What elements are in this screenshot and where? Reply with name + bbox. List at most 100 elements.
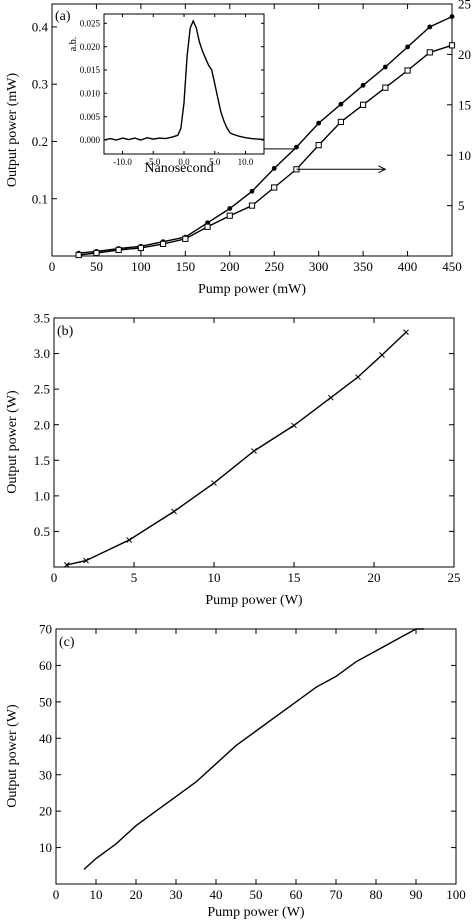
panel-a-x-tick-label: 250 [264,259,284,274]
panel-c-x-tick-label: 70 [330,887,343,902]
panel-a-frame [51,3,453,257]
series-square-point [360,101,367,108]
inset-y-tick-label: 0.015 [80,65,101,75]
panel-b-x-tick-label: 15 [288,570,301,585]
panel-c: (c) 0 10 20 30 40 50 60 70 80 90 100 10 20 30 40 50 60 7… [5,622,466,920]
series-dot-point [449,14,455,19]
series-square-point [337,118,344,126]
panel-b-y-ticks: 0.5 1.0 1.5 2.0 2.5 3.0 3.5 [34,311,454,539]
panel-b-x-tick-label: 20 [368,570,381,585]
panel-a-y-ticks: 0.1 0.2 0.3 0.4 [32,19,57,206]
panel-c-x-tick-label: 60 [290,887,303,902]
panel-a-y2-tick-label: 15 [458,97,471,112]
series-dot-point [405,44,410,50]
inset-y-tick-label: 0.020 [80,42,101,52]
panel-c-y-tick-label: 70 [39,622,52,637]
inset-x-tick-label: -5.0 [146,157,161,167]
series-dot-point [427,24,433,30]
panel-a-series [75,14,456,259]
panel-a-y2-ticks: 5 10 15 20 25 [447,0,471,213]
panel-c-y-tick-label: 40 [39,731,52,746]
panel-b-x-tick-label: 25 [448,570,461,585]
panel-a-x-tick-label: 400 [398,259,418,274]
series-square-point [115,246,122,254]
panel-a-x-tick-label: 300 [309,259,329,274]
panel-b-cross-marker [379,352,385,358]
inset-y-tick-label: 0.000 [80,135,101,145]
series-dot-point [271,165,277,171]
panel-b: (b) 0 5 10 15 20 25 0.5 1.0 1.5 2.0 2.5 3.0 3.5 Pum… [5,311,461,608]
panel-b-cross-marker [211,480,217,486]
panel-a-x-ticks: 0 50 100 150 200 250 300 350 400 450 [49,4,462,274]
panel-c-x-tick-label: 30 [170,887,183,902]
panel-b-frame [53,317,455,568]
panel-c-x-tick-label: 0 [53,887,60,902]
series-dot-point [338,101,344,107]
panel-c-ylabel: Output power (W) [5,704,20,808]
series-square-point [137,244,144,252]
panel-b-y-tick-label: 0.5 [34,524,50,539]
panel-a-y2-tick-label: 10 [458,148,471,163]
panel-a-y2-tick-label: 5 [458,198,465,213]
inset-y-tick-label: 0.005 [80,112,101,122]
panel-c-y-tick-label: 60 [39,658,52,673]
panel-b-y-tick-label: 1.0 [34,488,50,503]
panel-c-x-tick-label: 40 [210,887,223,902]
panel-b-x-tick-label: 0 [51,570,58,585]
panel-a-y-tick-label: 0.3 [32,77,48,92]
series-dot-point [249,188,255,194]
panel-c-x-ticks: 0 10 20 30 40 50 60 70 80 90 100 [53,629,466,902]
panel-b-cross-marker [171,508,177,515]
panel-c-line [83,628,424,870]
panel-b-label: (b) [57,324,74,339]
panel-a-x-tick-label: 200 [220,259,240,274]
series-square-point [160,240,167,248]
series-square-point [93,249,100,257]
panel-a-x-tick-label: 150 [176,259,196,274]
panel-c-x-tick-label: 100 [446,887,466,902]
panel-a-ylabel: Output power (mW) [5,73,20,188]
inset-x-tick-label: 0.0 [178,157,190,167]
panel-b-x-tick-label: 5 [131,570,138,585]
panel-c-x-tick-label: 50 [250,887,263,902]
inset-y-tick-label: 0.025 [80,18,101,28]
series-square-point [404,67,411,74]
panel-c-y-tick-label: 10 [39,840,52,855]
series-dot-point [360,82,366,88]
panel-b-y-tick-label: 3.0 [34,346,50,361]
panel-a-y2-tick-label: 20 [458,47,471,62]
panel-b-series [63,329,409,568]
panel-b-line [66,331,407,566]
inset-x-tick-label: -10.0 [113,157,132,167]
panel-b-cross-marker [126,537,133,543]
panel-a-xlabel: Pump power (mW) [198,282,306,297]
panel-b-y-tick-label: 2.5 [34,382,50,397]
panel-a-arrow-right-head [378,165,387,174]
panel-a-x-tick-label: 450 [442,259,462,274]
panel-b-cross-marker [251,448,257,454]
inset-pulse-line [103,19,265,141]
panel-c-y-tick-label: 30 [39,767,52,782]
panel-a-y-tick-label: 0.4 [32,19,49,34]
panel-b-cross-marker [355,374,361,380]
series-square-point [226,212,233,219]
panel-b-cross-marker [63,562,70,568]
panel-b-cross-marker [83,557,89,564]
inset-y-tick-label: 0.010 [80,88,101,98]
panel-a-x-tick-label: 0 [49,259,56,274]
series-dot-point [227,206,233,211]
panel-c-y-tick-label: 20 [39,804,52,819]
series-dot-point [294,144,299,150]
panel-b-xlabel: Pump power (W) [205,593,303,608]
panel-a-x-tick-label: 100 [131,259,151,274]
series-square-point [382,84,389,91]
panel-b-y-tick-label: 2.0 [34,417,50,432]
panel-a-label: (a) [55,9,71,24]
panel-b-y-tick-label: 3.5 [34,311,50,326]
panel-c-y-ticks: 10 20 30 40 50 60 70 [39,622,456,855]
inset-ylabel: a.b. [68,37,79,51]
inset-curve [103,19,265,141]
series-square-point [271,184,278,191]
panel-b-cross-marker [291,422,297,429]
